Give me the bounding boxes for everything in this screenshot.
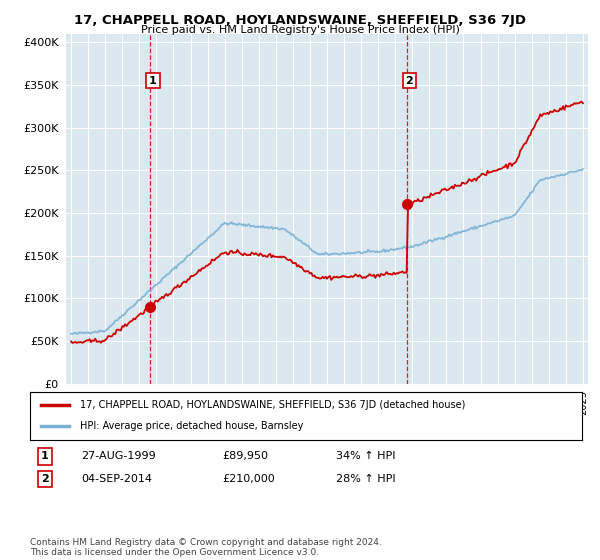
Text: 1: 1 — [149, 76, 157, 86]
Text: 17, CHAPPELL ROAD, HOYLANDSWAINE, SHEFFIELD, S36 7JD (detached house): 17, CHAPPELL ROAD, HOYLANDSWAINE, SHEFFI… — [80, 400, 465, 410]
Text: £89,950: £89,950 — [222, 451, 268, 461]
Text: Contains HM Land Registry data © Crown copyright and database right 2024.
This d: Contains HM Land Registry data © Crown c… — [30, 538, 382, 557]
Text: 1: 1 — [41, 451, 49, 461]
Text: Price paid vs. HM Land Registry's House Price Index (HPI): Price paid vs. HM Land Registry's House … — [140, 25, 460, 35]
Text: HPI: Average price, detached house, Barnsley: HPI: Average price, detached house, Barn… — [80, 421, 303, 431]
Text: 2: 2 — [406, 76, 413, 86]
Text: £210,000: £210,000 — [222, 474, 275, 484]
Text: 28% ↑ HPI: 28% ↑ HPI — [336, 474, 395, 484]
Text: 34% ↑ HPI: 34% ↑ HPI — [336, 451, 395, 461]
Text: 17, CHAPPELL ROAD, HOYLANDSWAINE, SHEFFIELD, S36 7JD: 17, CHAPPELL ROAD, HOYLANDSWAINE, SHEFFI… — [74, 14, 526, 27]
Text: 2: 2 — [41, 474, 49, 484]
Text: 04-SEP-2014: 04-SEP-2014 — [81, 474, 152, 484]
Text: 27-AUG-1999: 27-AUG-1999 — [81, 451, 156, 461]
